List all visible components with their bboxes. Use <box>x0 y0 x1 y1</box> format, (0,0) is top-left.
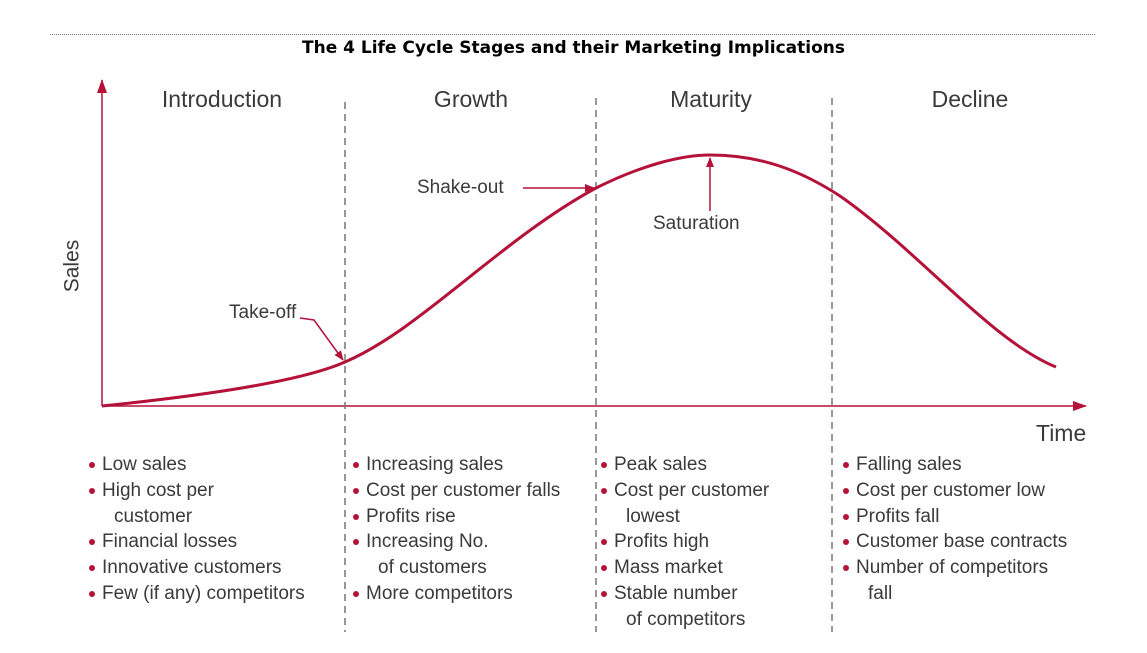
bullet-item: Cost per customer <box>600 478 769 504</box>
stage-decline: Decline <box>931 86 1009 112</box>
bullet-item-continued: lowest <box>626 505 680 527</box>
y-axis-label: Sales <box>60 239 84 293</box>
bullet-item: Cost per customer low <box>842 478 1067 504</box>
bullet-item: Mass market <box>600 555 769 581</box>
diagram-title: The 4 Life Cycle Stages and their Market… <box>302 38 845 58</box>
maturity-implications: Peak sales Cost per customer lowest Prof… <box>600 452 769 633</box>
bullet-item: Increasing sales <box>352 452 560 478</box>
introduction-implications: Low sales High cost per customer Financi… <box>88 452 305 607</box>
bullet-item: Customer base contracts <box>842 529 1067 555</box>
decline-implications: Falling sales Cost per customer low Prof… <box>842 452 1067 607</box>
bullet-item: Innovative customers <box>88 555 305 581</box>
bullet-item: High cost per <box>88 478 305 504</box>
stage-introduction: Introduction <box>161 86 283 112</box>
bullet-item: Stable number <box>600 581 769 607</box>
bullet-item: Profits rise <box>352 504 560 530</box>
bullet-item: Profits high <box>600 529 769 555</box>
bullet-item: Low sales <box>88 452 305 478</box>
bullet-item: Profits fall <box>842 504 1067 530</box>
bullet-item: Number of competitors <box>842 555 1067 581</box>
growth-implications: Increasing sales Cost per customer falls… <box>352 452 560 607</box>
sales-curve <box>101 153 1057 408</box>
bullet-item-continued: fall <box>868 582 893 604</box>
shake-out-label: Shake-out <box>417 177 504 198</box>
bullet-item: Financial losses <box>88 529 305 555</box>
take-off-label: Take-off <box>229 302 297 323</box>
bullet-item-continued: of competitors <box>626 608 746 630</box>
bullet-item: Increasing No. <box>352 529 560 555</box>
bullet-item: Falling sales <box>842 452 1067 478</box>
bullet-item-continued: of customers <box>378 557 487 579</box>
saturation-label: Saturation <box>653 213 740 234</box>
bullet-item: Cost per customer falls <box>352 478 560 504</box>
stage-growth: Growth <box>433 86 509 112</box>
bullet-item: Peak sales <box>600 452 769 478</box>
bullet-item: Few (if any) competitors <box>88 581 305 607</box>
x-axis-label: Time <box>1036 420 1087 446</box>
take-off-arrow <box>299 317 344 361</box>
bullet-item-continued: customer <box>114 505 193 527</box>
bullet-item: More competitors <box>352 581 560 607</box>
stage-maturity: Maturity <box>670 86 752 112</box>
top-dotted-rule <box>50 34 1095 35</box>
